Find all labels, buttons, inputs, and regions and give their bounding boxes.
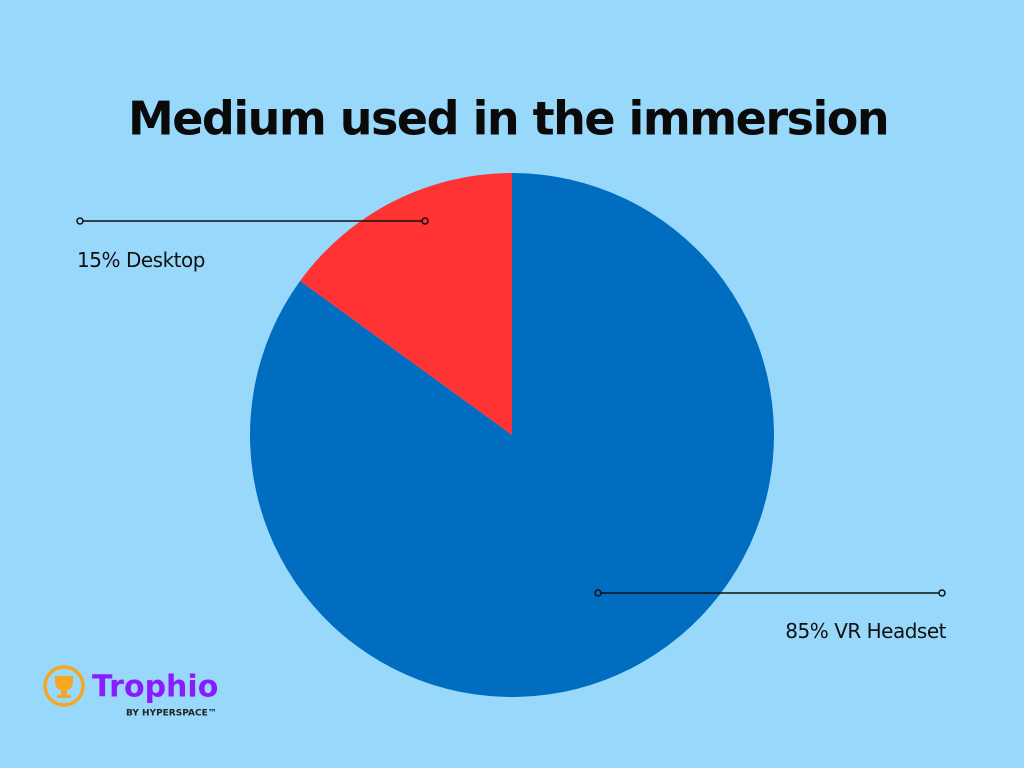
category-label: VR Headset: [834, 619, 946, 643]
brand-name: Trophio: [92, 670, 218, 705]
pie: [250, 173, 775, 697]
logo-trophy: [55, 676, 73, 698]
leader-lines: [76, 217, 946, 597]
chart-title: Medium used in the immersion: [128, 92, 888, 146]
leader-dot: [938, 589, 946, 597]
logo: Trophio BY HYPERSPACE™: [43, 665, 218, 719]
slice-label: 85% VR Headset: [785, 619, 946, 643]
category-label: Desktop: [126, 248, 205, 272]
pie-slice: [250, 173, 775, 697]
slice-label: 15% Desktop: [77, 248, 205, 272]
value-label: 15%: [77, 248, 120, 272]
leader-dot: [594, 589, 602, 597]
logo-ring: [43, 665, 85, 707]
leader-dot: [76, 217, 84, 225]
pie-slice: [300, 173, 512, 435]
value-label: 85%: [785, 619, 828, 643]
brand-tagline: BY HYPERSPACE™: [126, 709, 217, 719]
leader-dot: [421, 217, 429, 225]
